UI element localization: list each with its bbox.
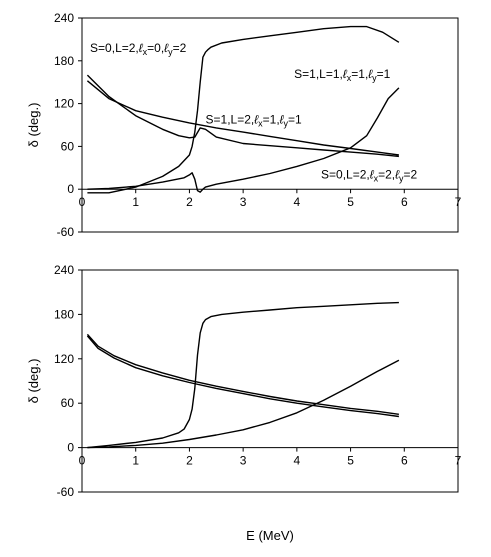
curve-annotation-s1l2-11: S=1,L=2,ℓx=1,ℓy=1 bbox=[206, 113, 303, 129]
x-tick-label: 0 bbox=[79, 195, 86, 209]
x-tick-label: 6 bbox=[401, 195, 408, 209]
x-tick-label: 2 bbox=[186, 195, 193, 209]
y-tick-label: 180 bbox=[54, 54, 74, 68]
x-tick-label: 2 bbox=[186, 454, 193, 468]
y-tick-label: 0 bbox=[67, 182, 74, 196]
curve-annotation-s1l1-11: S=1,L=1,ℓx=1,ℓy=1 bbox=[294, 67, 391, 83]
x-tick-label: 5 bbox=[347, 195, 354, 209]
x-tick-label: 0 bbox=[79, 454, 86, 468]
x-axis-label: E (MeV) bbox=[246, 528, 294, 543]
y-tick-label: 120 bbox=[54, 352, 74, 366]
y-axis-label: δ (deg.) bbox=[26, 103, 41, 148]
plot-frame bbox=[81, 269, 459, 493]
x-tick-label: 7 bbox=[455, 454, 462, 468]
curve-annotation-s0l2-22: S=0,L=2,ℓx=2,ℓy=2 bbox=[321, 168, 418, 184]
series-line-1 bbox=[87, 301, 399, 449]
y-tick-label: -60 bbox=[57, 485, 75, 499]
series-line-1 bbox=[87, 25, 400, 194]
y-tick-label: 120 bbox=[54, 97, 74, 111]
y-tick-label: 180 bbox=[54, 307, 74, 321]
y-axis-label: δ (deg.) bbox=[26, 359, 41, 404]
x-tick-label: 3 bbox=[240, 454, 247, 468]
x-tick-label: 3 bbox=[240, 195, 247, 209]
x-tick-label: 6 bbox=[401, 454, 408, 468]
x-tick-label: 1 bbox=[132, 195, 139, 209]
series-line-4 bbox=[86, 80, 399, 156]
plot-frame bbox=[81, 17, 459, 233]
x-tick-label: 7 bbox=[455, 195, 462, 209]
x-tick-label: 4 bbox=[294, 195, 301, 209]
x-tick-label: 4 bbox=[294, 454, 301, 468]
series-line-3 bbox=[86, 333, 399, 415]
y-tick-label: 60 bbox=[61, 396, 75, 410]
bottom-chart-panel: 0 1 2 3 4 5 6 7 -60 0 60 120 180 240 δ (deg.) bbox=[26, 263, 462, 499]
series-line-2 bbox=[87, 87, 400, 193]
y-tick-label: -60 bbox=[57, 225, 75, 239]
y-tick-label: 60 bbox=[61, 139, 75, 153]
x-tick-label: 5 bbox=[347, 454, 354, 468]
y-tick-label: 0 bbox=[67, 441, 74, 455]
y-tick-label: 240 bbox=[54, 263, 74, 277]
x-tick-label: 1 bbox=[132, 454, 139, 468]
y-tick-label: 240 bbox=[54, 11, 74, 25]
series-line-3 bbox=[86, 74, 399, 158]
series-line-2 bbox=[87, 359, 400, 449]
series-line-4 bbox=[86, 335, 399, 418]
top-chart-panel: 0 1 2 3 4 5 6 7 -60 0 60 120 180 240 δ (deg.) S=0,L=2,ℓ… bbox=[26, 11, 462, 239]
curve-annotation-s0l2-00: S=0,L=2,ℓx=0,ℓy=2 bbox=[90, 41, 187, 57]
